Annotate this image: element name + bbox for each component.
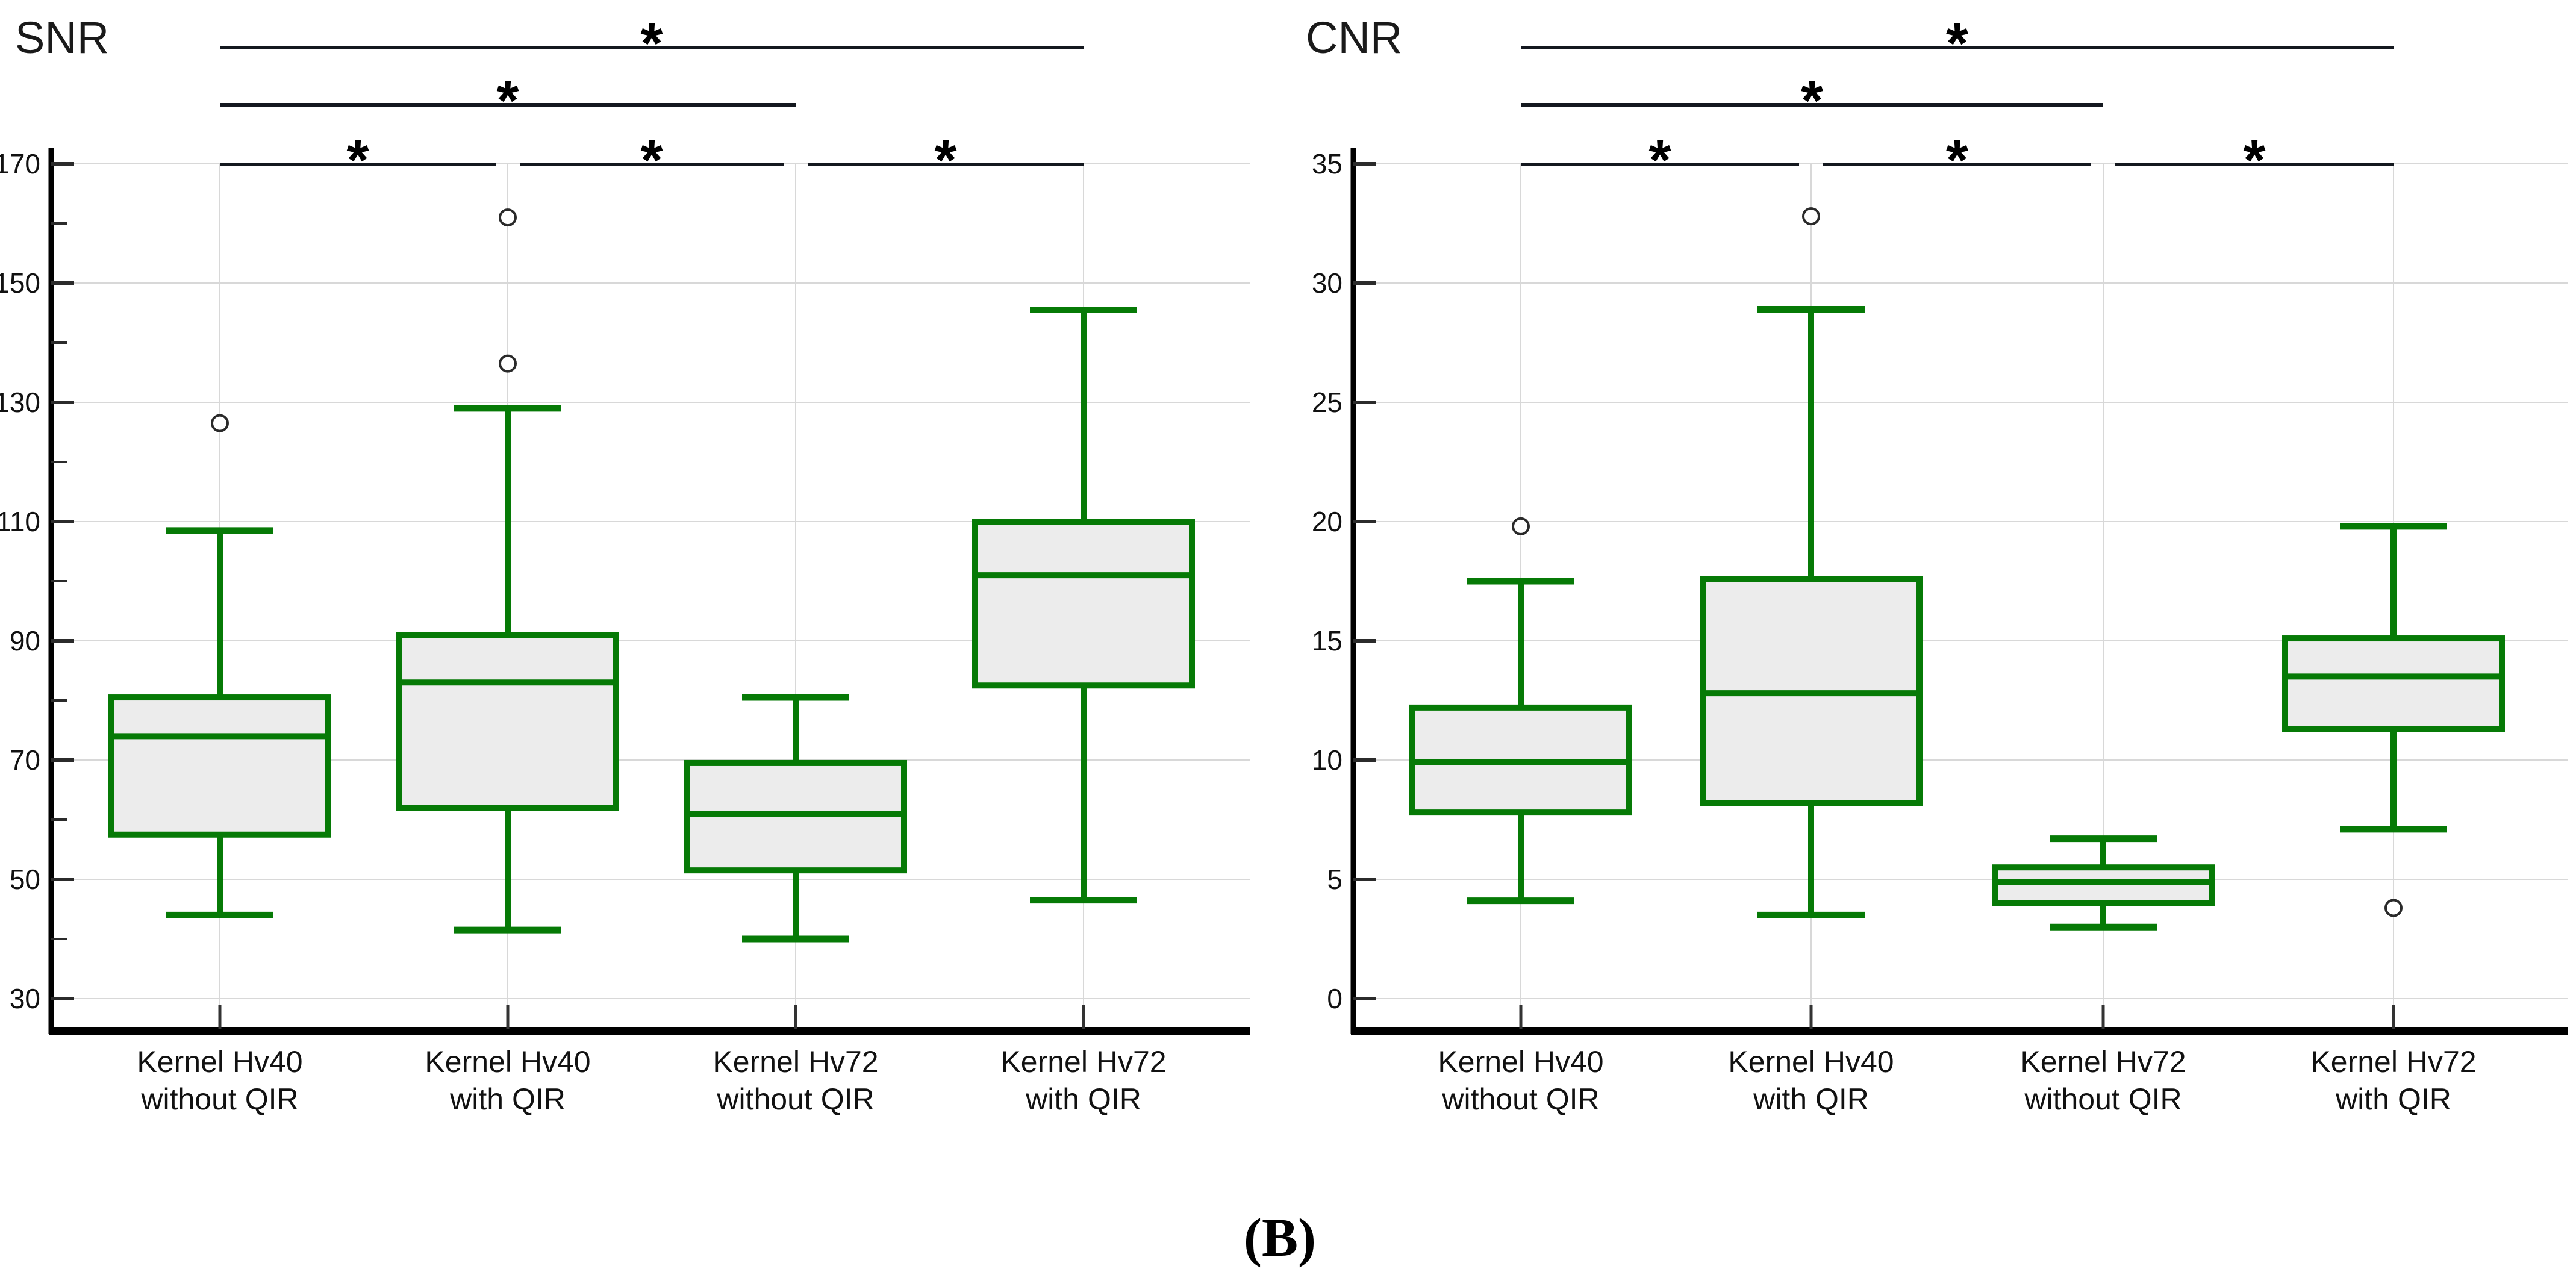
cnr-category-label-kernel-hv72-without-qir: Kernel Hv72 without QIR [2020,1045,2186,1116]
cnr-box-kernel-hv40-without-qir [1409,517,1632,905]
cnr-category-label-kernel-hv40-with-qir: Kernel Hv40 with QIR [1728,1045,1894,1116]
snr-significance-star-2-3: * [641,128,663,192]
cnr-category-label-kernel-hv40-without-qir: Kernel Hv40 without QIR [1438,1045,1603,1116]
cnr-significance-star-3-4: * [2244,128,2266,192]
snr-y-tick-label-30: 30 [10,983,40,1014]
cnr-box-kernel-hv72-without-qir [1992,835,2215,931]
cnr-category-label-kernel-hv72-with-qir: Kernel Hv72 with QIR [2310,1045,2476,1116]
cnr-significance-star-1-2: * [1649,128,1671,192]
cnr-y-tick-label-0: 0 [1327,983,1343,1014]
cnr-y-tick-label-15: 15 [1312,625,1343,656]
cnr-box-kernel-hv72-with-qir-iqr [2282,635,2505,732]
snr-box-kernel-hv40-without-qir-outlier-1 [211,414,229,432]
cnr-y-tick-label-35: 35 [1312,148,1343,179]
cnr-box-kernel-hv40-with-qir [1700,207,1923,918]
cnr-significance-star-1-4: * [1946,11,1968,75]
cnr-box-kernel-hv72-with-qir-outlier-1 [2384,899,2403,917]
cnr-chart: 0 5 10 15 20 25 30 35 * * * * * Kernel Hv40 without QI… [1312,11,2568,1116]
cnr-significance-star-2-3: * [1946,128,1968,192]
cnr-significance-star-1-3: * [1801,69,1823,132]
snr-y-tick-label-150: 150 [0,267,40,299]
cnr-box-kernel-hv40-without-qir-outlier-1 [1512,517,1530,535]
cnr-box-kernel-hv72-with-qir [2282,523,2505,917]
cnr-chart-title: CNR [1306,13,1402,63]
snr-category-label-kernel-hv72-without-qir: Kernel Hv72 without QIR [713,1045,878,1116]
snr-category-label-kernel-hv72-with-qir: Kernel Hv72 with QIR [1000,1045,1166,1116]
snr-box-kernel-hv40-without-qir [108,414,331,918]
snr-box-kernel-hv72-with-qir-iqr [972,519,1195,689]
cnr-y-tick-label-20: 20 [1312,506,1343,537]
snr-significance-star-3-4: * [935,128,957,192]
snr-significance-star-1-4: * [641,11,663,75]
cnr-box-kernel-hv40-with-qir-outlier-1 [1802,207,1820,226]
snr-y-tick-label-170: 170 [0,148,40,179]
snr-chart: 30 50 70 90 110 130 150 170 * * * * * Kernel Hv40 with… [0,11,1250,1116]
snr-box-kernel-hv40-without-qir-iqr [108,694,331,838]
snr-category-label-kernel-hv40-without-qir: Kernel Hv40 without QIR [137,1045,302,1116]
snr-box-kernel-hv40-with-qir-iqr [396,632,619,811]
figure-caption: (B) [1244,1208,1316,1268]
snr-y-tick-label-70: 70 [10,744,40,776]
snr-box-kernel-hv40-with-qir-outlier-1 [499,354,517,373]
snr-box-kernel-hv40-with-qir [396,208,619,934]
snr-chart-title: SNR [15,13,109,63]
snr-significance-star-1-3: * [497,69,519,132]
cnr-box-kernel-hv72-without-qir-iqr [1992,864,2215,906]
snr-category-label-kernel-hv40-with-qir: Kernel Hv40 with QIR [425,1045,590,1116]
cnr-y-tick-label-5: 5 [1327,864,1343,895]
snr-y-tick-label-130: 130 [0,387,40,418]
snr-box-kernel-hv72-without-qir [684,694,907,943]
snr-box-kernel-hv40-with-qir-outlier-2 [499,208,517,227]
snr-significance-star-1-2: * [347,128,369,192]
snr-y-tick-label-90: 90 [10,625,40,656]
snr-y-tick-label-110: 110 [0,506,40,537]
cnr-y-tick-label-30: 30 [1312,267,1343,299]
cnr-y-tick-label-10: 10 [1312,744,1343,776]
snr-box-kernel-hv72-with-qir [972,307,1195,904]
cnr-y-tick-label-25: 25 [1312,387,1343,418]
snr-y-tick-label-50: 50 [10,864,40,895]
